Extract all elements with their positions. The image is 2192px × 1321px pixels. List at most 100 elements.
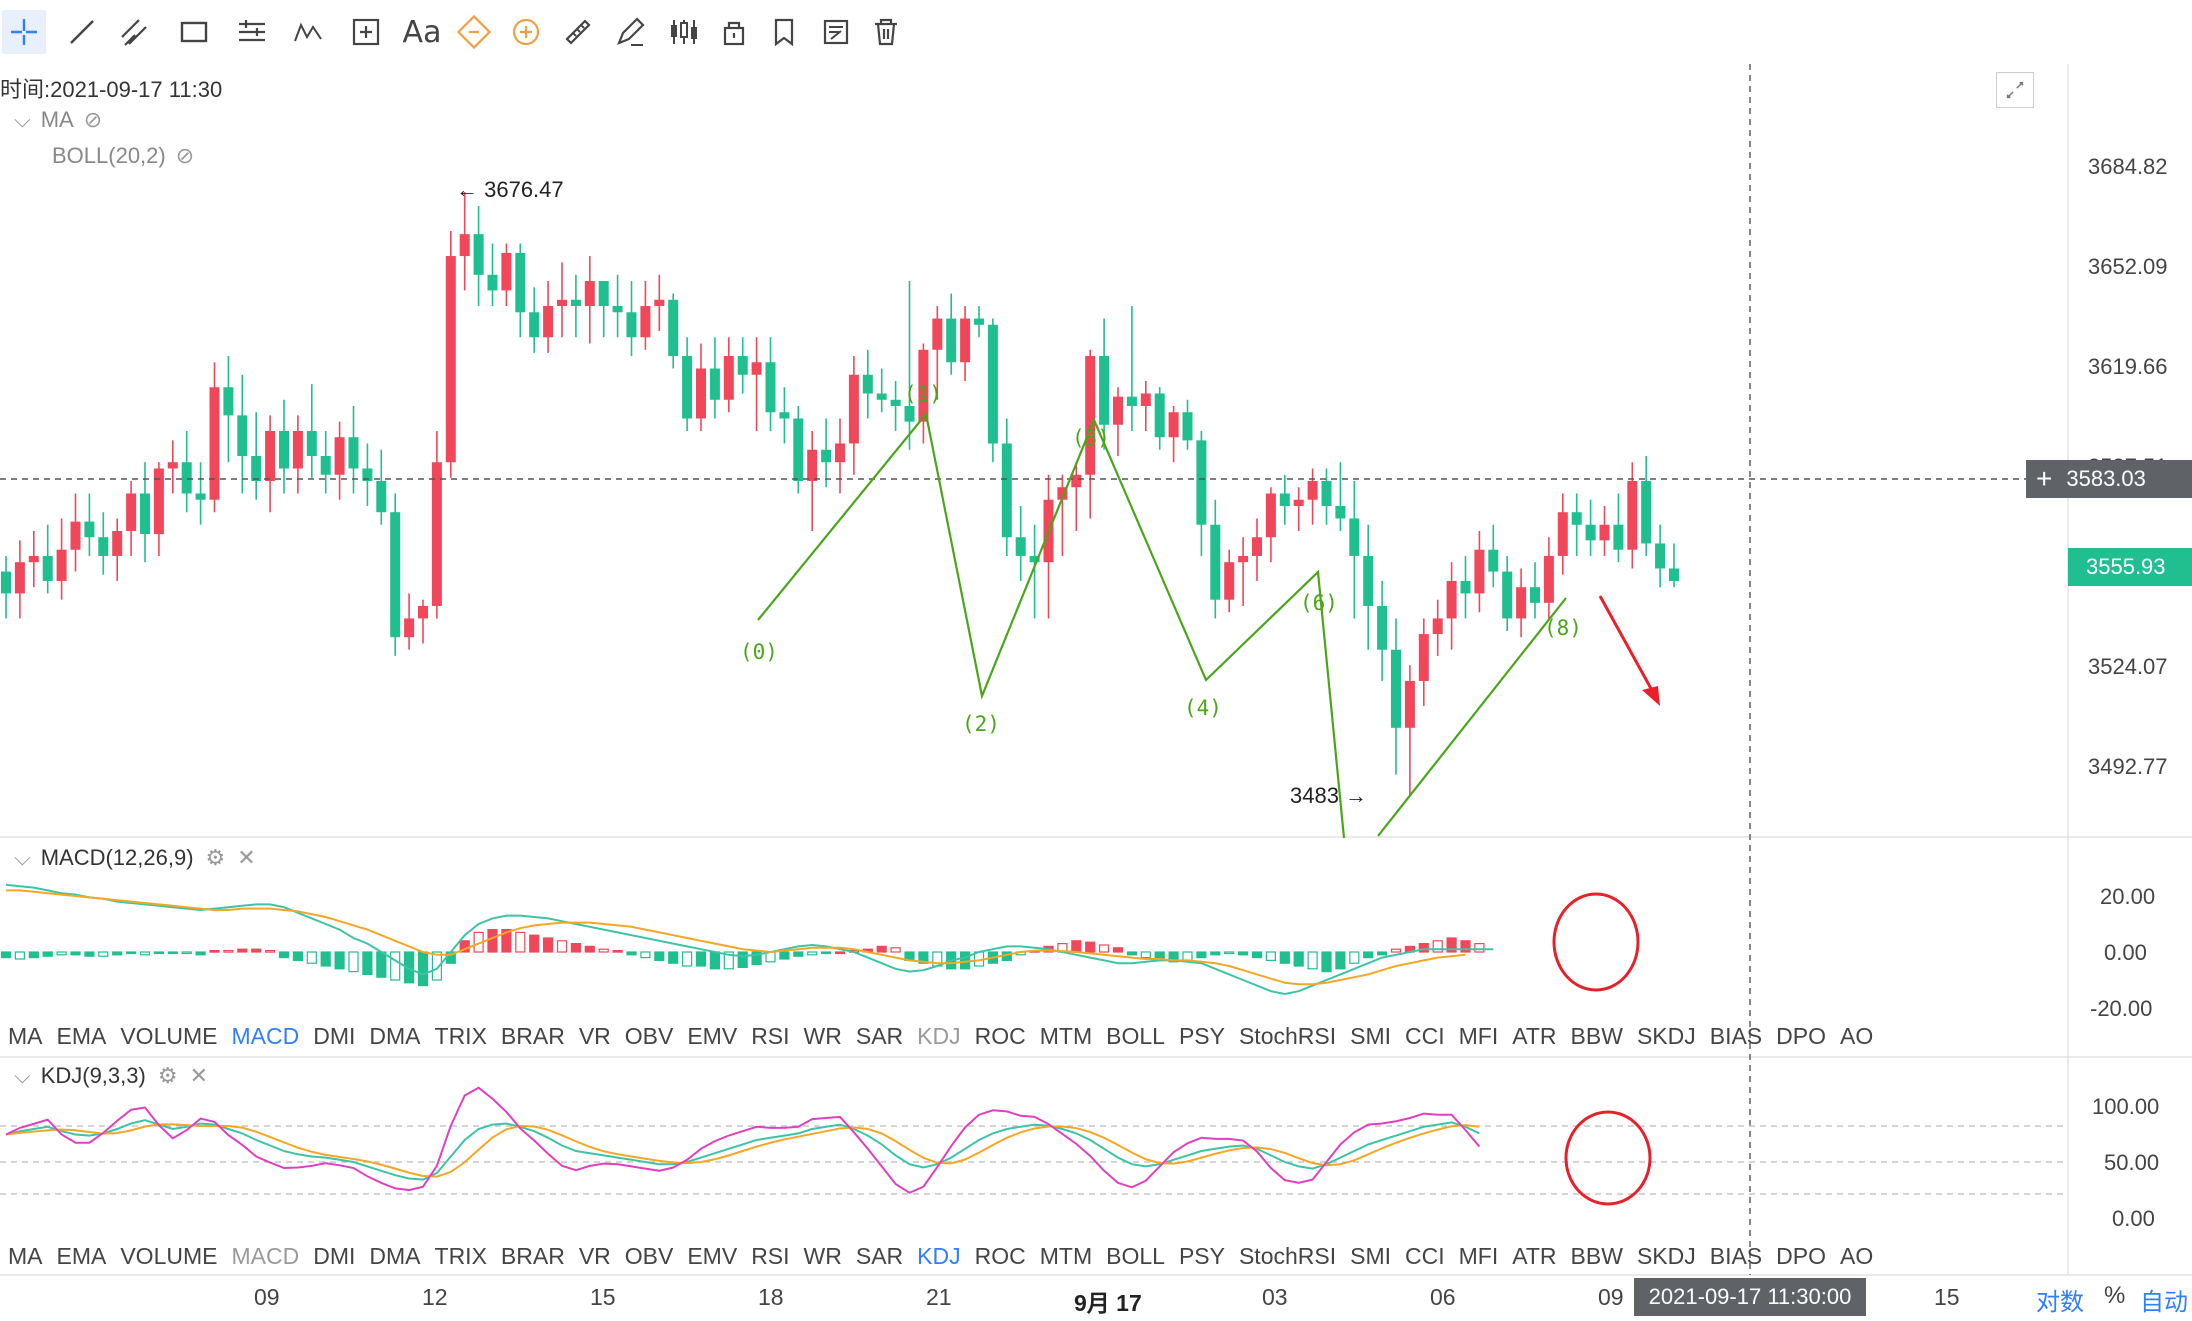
kdj-row-tab-roc[interactable]: ROC [974,1242,1026,1269]
kdj-row-tab-psy[interactable]: PSY [1178,1242,1225,1269]
macd-row-tab-sar[interactable]: SAR [855,1022,904,1049]
candles-icon[interactable] [662,10,706,54]
candle-body [1516,587,1527,619]
kdj-row-tab-stochrsi[interactable]: StochRSI [1238,1242,1337,1269]
kdj-row-tab-kdj[interactable]: KDJ [917,1242,961,1269]
macd-row-tab-kdj[interactable]: KDJ [917,1022,961,1049]
close-icon[interactable]: ✕ [189,1063,209,1088]
close-icon[interactable]: ✕ [237,845,256,870]
macd-row-tab-dpo[interactable]: DPO [1776,1022,1826,1049]
kdj-row-tab-volume[interactable]: VOLUME [120,1242,218,1269]
measure-box-icon[interactable] [344,10,388,54]
settings-icon[interactable]: ⚙ [205,845,226,870]
chevron-down-icon[interactable]: ⌵ [14,845,31,870]
macd-row-tab-emv[interactable]: EMV [687,1022,738,1049]
macd-row-tab-stochrsi[interactable]: StochRSI [1238,1022,1337,1049]
elliott-wave-icon[interactable] [286,10,330,54]
macd-row-tab-rsi[interactable]: RSI [751,1022,790,1049]
macd-row-tab-dmi[interactable]: DMI [313,1022,356,1049]
macd-row-tab-bbw[interactable]: BBW [1570,1022,1623,1049]
ma-indicator-label[interactable]: ⌵ MA ⊘ [14,107,103,132]
macd-row-tab-skdj[interactable]: SKDJ [1636,1022,1696,1049]
macd-row-tab-wr[interactable]: WR [803,1022,842,1049]
kdj-row-tab-wr[interactable]: WR [803,1242,842,1269]
parallel-channel-icon[interactable] [112,10,156,54]
macd-histogram-bar [542,937,554,953]
macd-indicator-label[interactable]: ⌵ MACD(12,26,9) ⚙ ✕ [14,845,256,870]
kdj-row-tab-boll[interactable]: BOLL [1106,1242,1165,1269]
chevron-down-icon[interactable]: ⌵ [14,107,31,132]
kdj-row-tab-dma[interactable]: DMA [369,1242,421,1269]
macd-row-tab-psy[interactable]: PSY [1178,1022,1225,1049]
kdj-row-tab-smi[interactable]: SMI [1350,1242,1392,1269]
kdj-row-tab-dmi[interactable]: DMI [313,1242,356,1269]
kdj-row-tab-vr[interactable]: VR [578,1242,611,1269]
kdj-row-tab-rsi[interactable]: RSI [751,1242,790,1269]
note-icon[interactable] [814,10,858,54]
kdj-row-tab-bbw[interactable]: BBW [1570,1242,1623,1269]
macd-row-tab-macd[interactable]: MACD [231,1022,300,1049]
fibonacci-icon[interactable] [230,10,274,54]
kdj-row-tab-ao[interactable]: AO [1840,1242,1874,1269]
magnet-icon[interactable] [452,10,496,54]
macd-row-tab-vr[interactable]: VR [578,1022,611,1049]
eye-off-icon[interactable]: ⊘ [83,107,103,132]
macd-histogram-bar [265,949,276,953]
macd-row-tab-obv[interactable]: OBV [624,1022,674,1049]
rectangle-icon[interactable] [172,10,216,54]
macd-row-tab-ma[interactable]: MA [8,1022,43,1049]
crosshair-icon[interactable] [2,10,46,54]
indicator-tabs-2: MA EMA VOLUME MACD DMI DMA TRIX BRAR VR OBV EMV RSI… [0,1233,2060,1279]
lock-icon[interactable] [712,10,756,54]
kdj-row-tab-cci[interactable]: CCI [1405,1242,1445,1269]
pencil-icon[interactable] [608,10,652,54]
macd-row-tab-roc[interactable]: ROC [974,1022,1026,1049]
macd-row-tab-boll[interactable]: BOLL [1106,1022,1165,1049]
macd-row-tab-mfi[interactable]: MFI [1458,1022,1499,1049]
macd-histogram-bar [1474,942,1485,953]
macd-row-tab-brar[interactable]: BRAR [500,1022,565,1049]
chevron-down-icon[interactable]: ⌵ [14,1063,31,1088]
log-scale-button[interactable]: 对数 [2036,1289,2084,1316]
macd-row-tab-ema[interactable]: EMA [56,1022,107,1049]
kdj-row-tab-ma[interactable]: MA [8,1242,43,1269]
percent-scale-button[interactable]: % [2104,1282,2126,1309]
kdj-row-tab-obv[interactable]: OBV [624,1242,674,1269]
bookmark-icon[interactable] [762,10,806,54]
kdj-row-tab-macd[interactable]: MACD [231,1242,300,1269]
trend-line-icon[interactable] [60,10,104,54]
kdj-row-tab-skdj[interactable]: SKDJ [1636,1242,1696,1269]
magnet-strong-icon[interactable] [504,10,548,54]
kdj-indicator-label[interactable]: ⌵ KDJ(9,3,3) ⚙ ✕ [14,1063,209,1088]
kdj-row-tab-sar[interactable]: SAR [855,1242,904,1269]
boll-indicator-label[interactable]: BOLL(20,2) ⊘ [52,143,195,168]
eye-off-icon[interactable]: ⊘ [175,143,195,168]
macd-row-tab-mtm[interactable]: MTM [1039,1022,1093,1049]
kdj-row-tab-brar[interactable]: BRAR [500,1242,565,1269]
kdj-row-tab-dpo[interactable]: DPO [1776,1242,1826,1269]
macd-row-tab-ao[interactable]: AO [1840,1022,1874,1049]
price-chart[interactable]: (0) (1) (2) (3) (4) (6) (8) ← 3676.47 3483 → [0,64,2192,1314]
kdj-row-tab-bias[interactable]: BIAS [1709,1242,1763,1269]
ruler-icon[interactable] [556,10,600,54]
macd-histogram-bar [209,949,220,953]
macd-row-tab-atr[interactable]: ATR [1512,1022,1557,1049]
settings-icon[interactable]: ⚙ [157,1063,178,1088]
trash-icon[interactable] [864,10,908,54]
text-icon[interactable]: Aa [402,14,442,50]
macd-row-tab-trix[interactable]: TRIX [434,1022,487,1049]
kdj-row-tab-mtm[interactable]: MTM [1039,1242,1093,1269]
macd-row-tab-dma[interactable]: DMA [369,1022,421,1049]
plus-icon[interactable]: + [2036,463,2053,494]
kdj-row-tab-mfi[interactable]: MFI [1458,1242,1499,1269]
kdj-row-tab-atr[interactable]: ATR [1512,1242,1557,1269]
macd-row-tab-smi[interactable]: SMI [1350,1022,1392,1049]
fullscreen-button[interactable] [1996,72,2034,108]
macd-row-tab-volume[interactable]: VOLUME [120,1022,218,1049]
kdj-row-tab-trix[interactable]: TRIX [434,1242,487,1269]
macd-row-tab-bias[interactable]: BIAS [1709,1022,1763,1049]
macd-row-tab-cci[interactable]: CCI [1405,1022,1445,1049]
kdj-row-tab-ema[interactable]: EMA [56,1242,107,1269]
auto-scale-button[interactable]: 自动 [2140,1289,2188,1316]
kdj-row-tab-emv[interactable]: EMV [687,1242,738,1269]
